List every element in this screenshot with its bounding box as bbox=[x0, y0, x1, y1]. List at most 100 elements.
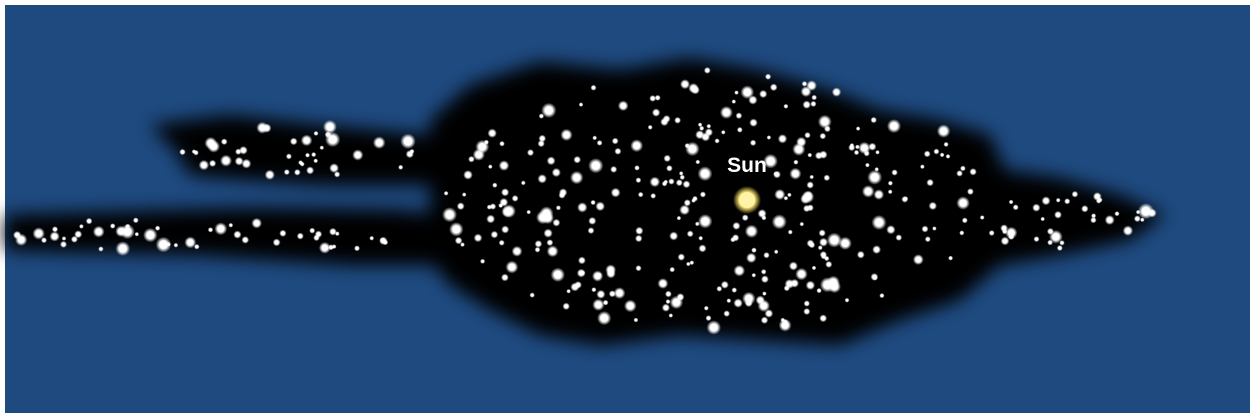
star bbox=[220, 138, 228, 145]
star bbox=[166, 241, 171, 247]
star bbox=[134, 231, 140, 237]
star bbox=[546, 156, 556, 166]
star bbox=[762, 291, 767, 296]
star bbox=[956, 170, 963, 177]
star bbox=[294, 169, 301, 176]
star bbox=[60, 240, 67, 248]
star bbox=[979, 215, 985, 220]
star bbox=[650, 193, 657, 199]
star bbox=[1054, 210, 1062, 219]
star bbox=[788, 261, 798, 271]
star bbox=[803, 308, 811, 315]
star bbox=[660, 117, 669, 127]
star bbox=[613, 287, 626, 299]
star bbox=[501, 188, 510, 197]
star bbox=[807, 152, 813, 158]
star bbox=[697, 166, 713, 182]
star bbox=[777, 134, 788, 144]
star bbox=[960, 165, 966, 172]
star bbox=[703, 305, 709, 311]
star bbox=[665, 299, 671, 305]
star bbox=[596, 140, 603, 146]
star bbox=[803, 300, 810, 307]
star bbox=[806, 239, 815, 248]
star bbox=[207, 227, 214, 233]
star bbox=[279, 229, 287, 237]
star bbox=[669, 295, 684, 310]
star bbox=[748, 95, 758, 105]
star bbox=[704, 128, 714, 137]
star bbox=[115, 241, 131, 256]
star bbox=[537, 174, 547, 184]
star bbox=[969, 168, 977, 176]
star bbox=[1012, 204, 1019, 211]
star bbox=[398, 164, 404, 170]
star bbox=[220, 154, 232, 167]
star bbox=[486, 204, 492, 210]
star bbox=[1090, 216, 1097, 224]
star bbox=[679, 204, 690, 216]
star bbox=[783, 195, 789, 201]
star bbox=[726, 298, 732, 304]
star bbox=[473, 233, 483, 243]
star bbox=[816, 287, 822, 294]
star bbox=[1064, 198, 1071, 205]
star bbox=[318, 241, 331, 254]
star bbox=[679, 174, 685, 180]
star bbox=[272, 238, 281, 247]
star bbox=[855, 126, 861, 131]
star bbox=[596, 272, 602, 278]
star bbox=[443, 190, 449, 196]
star bbox=[730, 237, 736, 243]
star bbox=[610, 187, 621, 198]
star bbox=[787, 229, 793, 235]
star bbox=[744, 224, 759, 238]
star bbox=[1056, 245, 1063, 251]
star bbox=[733, 298, 743, 308]
star bbox=[741, 214, 749, 222]
star bbox=[870, 116, 877, 124]
star bbox=[505, 260, 519, 274]
star bbox=[562, 302, 570, 310]
star bbox=[354, 245, 360, 252]
star bbox=[251, 217, 262, 229]
star bbox=[480, 258, 486, 264]
star bbox=[1049, 230, 1063, 244]
star bbox=[313, 130, 319, 136]
star bbox=[591, 287, 597, 293]
star bbox=[763, 153, 778, 169]
star bbox=[733, 264, 746, 277]
star bbox=[537, 140, 545, 148]
star bbox=[731, 287, 738, 293]
star bbox=[1137, 203, 1154, 220]
star bbox=[943, 141, 949, 147]
star bbox=[774, 189, 786, 200]
star bbox=[819, 314, 828, 323]
star bbox=[703, 67, 711, 74]
star bbox=[1081, 205, 1089, 213]
star bbox=[921, 225, 929, 233]
star bbox=[895, 234, 903, 241]
star bbox=[945, 154, 951, 159]
star bbox=[735, 112, 743, 119]
star bbox=[751, 247, 757, 253]
sun-label: Sun bbox=[727, 154, 767, 177]
star bbox=[194, 243, 200, 250]
star bbox=[1040, 216, 1045, 222]
star bbox=[305, 152, 310, 158]
star bbox=[749, 118, 758, 127]
star bbox=[611, 137, 619, 145]
star bbox=[555, 205, 562, 211]
star bbox=[819, 251, 828, 259]
star bbox=[1104, 215, 1115, 225]
star bbox=[1140, 217, 1145, 223]
star bbox=[780, 317, 786, 323]
star bbox=[680, 79, 690, 90]
star bbox=[323, 120, 337, 134]
star bbox=[1114, 211, 1120, 217]
star bbox=[285, 153, 292, 160]
star bbox=[751, 272, 757, 278]
star bbox=[732, 221, 741, 230]
star bbox=[695, 130, 705, 140]
star bbox=[498, 160, 510, 171]
